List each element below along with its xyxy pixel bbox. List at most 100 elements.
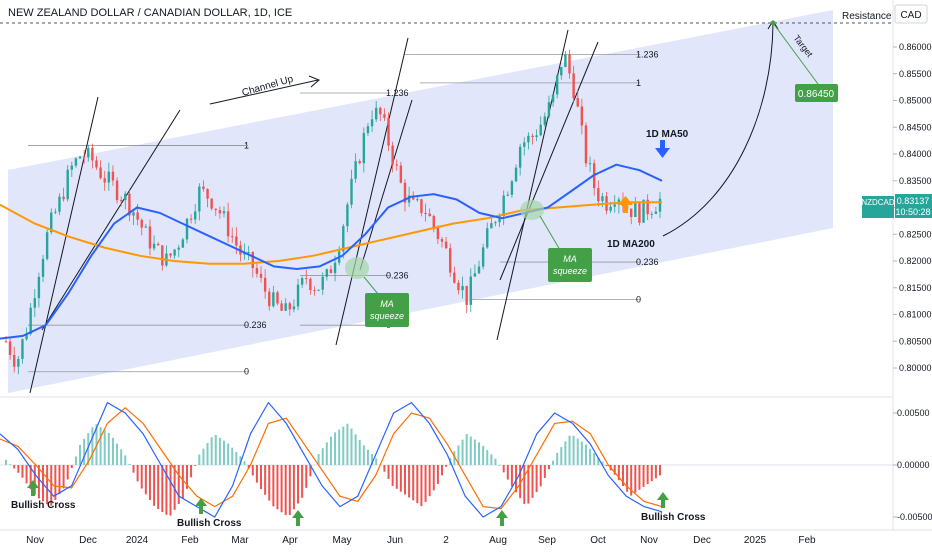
- candle-body: [280, 303, 283, 311]
- candle-body: [634, 203, 637, 218]
- candle-body: [449, 248, 452, 273]
- time-tick-label: Dec: [79, 535, 97, 546]
- candle-body: [490, 223, 493, 229]
- macd-histogram-bar: [539, 465, 542, 487]
- symbol-badge: [862, 196, 894, 218]
- macd-histogram-bar: [502, 465, 505, 473]
- macd-histogram-bar: [50, 465, 53, 506]
- macd-histogram-bar: [223, 440, 225, 465]
- fib-level-label: 0.236: [244, 320, 267, 330]
- macd-histogram-bar: [214, 434, 217, 465]
- candle-body: [395, 164, 398, 166]
- fib-level-label: 0.236: [636, 257, 659, 267]
- macd-histogram-bar: [659, 465, 661, 476]
- macd-histogram-bar: [190, 465, 193, 478]
- macd-histogram-bar: [276, 465, 279, 510]
- macd-histogram-bar: [107, 432, 110, 465]
- candle-body: [453, 272, 456, 283]
- candle-body: [272, 292, 275, 307]
- candle-body: [103, 178, 106, 183]
- candle-body: [650, 213, 653, 215]
- macd-histogram-bar: [490, 454, 493, 465]
- candle-body: [251, 251, 254, 269]
- ma200-line: [0, 201, 662, 265]
- macd-histogram-bar: [268, 465, 271, 501]
- candle-body: [309, 278, 312, 291]
- macd-histogram-bar: [494, 458, 497, 465]
- candle-body: [473, 273, 477, 277]
- macd-histogram-bar: [329, 436, 332, 465]
- candle-body: [420, 199, 423, 213]
- channel-up-arrow: [209, 79, 319, 105]
- macd-histogram-bar: [366, 449, 369, 465]
- symbol-label: NZDCAD: [861, 198, 895, 207]
- macd-histogram-bar: [576, 438, 579, 465]
- candle-body: [41, 258, 45, 277]
- candle-body: [403, 182, 407, 203]
- candle-body: [547, 102, 551, 117]
- squeeze-pointer-2: [539, 215, 561, 251]
- squeeze-badge-1: [365, 293, 409, 327]
- squeeze-text-1a: MA: [380, 299, 394, 309]
- candle-body: [70, 165, 74, 170]
- candle-body: [128, 193, 131, 216]
- projection-curve: [662, 23, 774, 237]
- candle-body: [498, 215, 501, 223]
- macd-histogram-bar: [116, 443, 119, 465]
- currency-button[interactable]: [894, 4, 928, 24]
- current-price: 0.83137: [897, 196, 930, 206]
- currency-label: CAD: [900, 10, 921, 21]
- macd-histogram-bar: [280, 465, 283, 513]
- candle-body: [17, 358, 20, 367]
- price-tick-label: 0.80500: [899, 336, 932, 346]
- macd-histogram-bar: [21, 465, 24, 478]
- trend-line: [499, 41, 599, 281]
- candle-body: [568, 54, 571, 74]
- candle-body: [99, 167, 102, 179]
- price-tick-label: 0.84000: [899, 149, 932, 159]
- candle-body: [597, 188, 600, 202]
- macd-histogram-bar: [140, 465, 143, 489]
- candle-body: [560, 66, 563, 76]
- macd-histogram-bar: [309, 465, 312, 477]
- macd-histogram-bar: [416, 465, 419, 504]
- candle-body: [379, 107, 382, 115]
- macd-histogram-bar: [206, 442, 209, 465]
- candle-body: [576, 98, 579, 107]
- macd-histogram-bar: [198, 454, 201, 465]
- macd-histogram-bar: [506, 465, 509, 480]
- macd-histogram-bar: [453, 451, 456, 465]
- candle-body: [111, 171, 115, 181]
- candle-body: [50, 212, 53, 233]
- ma50-arrow-stem: [660, 140, 665, 148]
- macd-histogram-bar: [297, 465, 300, 504]
- candle-body: [54, 211, 57, 213]
- time-tick-label: Oct: [590, 535, 606, 546]
- price-tick-label: 0.82000: [899, 256, 932, 266]
- macd-histogram-bar: [457, 445, 460, 465]
- macd-histogram-bar: [227, 443, 230, 465]
- candle-body: [436, 227, 440, 240]
- countdown-timer: 10:50:28: [895, 207, 930, 217]
- price-tick-label: 0.85500: [899, 69, 932, 79]
- macd-histogram-bar: [87, 433, 90, 465]
- macd-histogram-bar: [13, 465, 16, 469]
- macd-histogram-bar: [288, 465, 291, 516]
- macd-histogram-bar: [654, 465, 657, 479]
- macd-histogram-bar: [531, 465, 534, 498]
- ma200-arrow-icon: [618, 196, 633, 205]
- resistance-label: Resistance 1: [842, 11, 900, 22]
- candle-body: [181, 239, 185, 248]
- candle-body: [642, 199, 645, 223]
- candle-body: [465, 285, 468, 305]
- candle-body: [469, 276, 472, 305]
- macd-histogram-bar: [432, 465, 435, 491]
- macd-histogram-bar: [62, 465, 65, 489]
- macd-histogram-bar: [564, 441, 567, 465]
- macd-histogram-bar: [136, 465, 139, 482]
- candle-body: [263, 277, 267, 292]
- macd-histogram-bar: [383, 465, 386, 472]
- candle-body: [144, 226, 148, 228]
